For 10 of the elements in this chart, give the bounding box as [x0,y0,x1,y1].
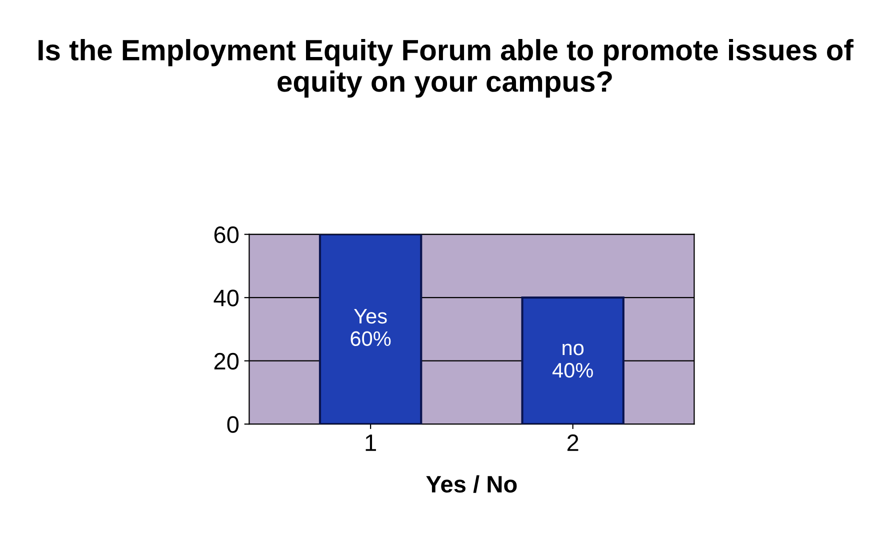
y-tick-label: 60 [214,226,239,244]
x-tick-label: 1 [366,434,376,451]
data-label: Yes 60% [350,309,391,346]
y-tick-label: 0 [227,416,239,433]
data-label: no 40% [552,344,593,378]
x-tick-label: 2 [567,434,578,451]
chart-title: Is the Employment Equity Forum able to promote issues of equity on your campus? [38,39,854,98]
y-tick-label: 20 [214,352,239,370]
x-axis-title: Yes / No [426,475,517,493]
y-tick-label: 40 [214,290,239,306]
